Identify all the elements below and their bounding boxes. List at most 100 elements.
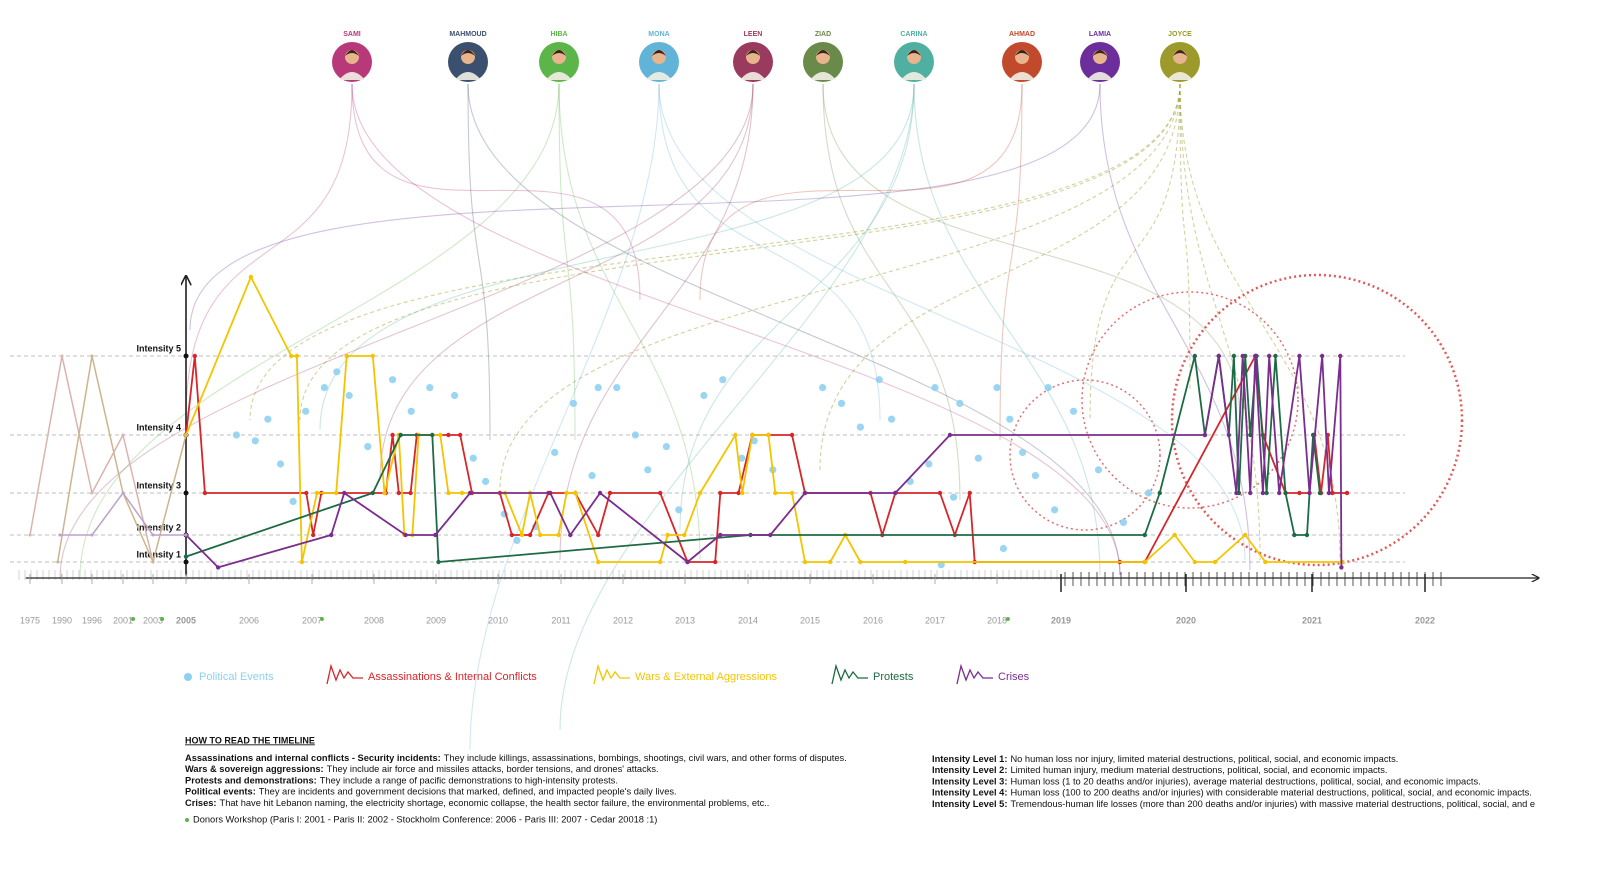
avatar-body — [1167, 72, 1193, 80]
avatar-hair — [652, 50, 666, 56]
story-curve — [469, 83, 660, 751]
series-point — [438, 432, 443, 438]
series-point — [183, 554, 189, 559]
series-point — [1248, 490, 1253, 496]
person-name: AHMAD — [1009, 31, 1035, 38]
axis-ruler — [1062, 572, 1442, 586]
story-curve — [499, 83, 1181, 491]
series-point — [1297, 490, 1302, 496]
series-point — [903, 559, 908, 565]
person-name: LEEN — [744, 31, 763, 38]
event-dot — [888, 415, 896, 423]
note-text: Tremendous-human life losses (more than … — [1010, 799, 1535, 809]
notes: HOW TO READ THE TIMELINE Assassinations … — [185, 735, 1535, 824]
avatar-body — [1009, 72, 1035, 80]
y-tick-label: Intensity 2 — [136, 522, 181, 532]
series-point — [433, 532, 438, 538]
x-tick-label: 2015 — [800, 615, 820, 625]
series-point — [184, 533, 188, 537]
person-name: HIBA — [550, 31, 567, 38]
avatar-body — [455, 72, 481, 80]
focus-circle — [1170, 273, 1464, 567]
event-dot — [389, 376, 397, 384]
note-text: They include a range of pacific demonstr… — [320, 776, 618, 786]
series-point — [90, 533, 94, 537]
event-dot — [1006, 415, 1014, 423]
series-point — [121, 433, 125, 437]
series-point — [1307, 490, 1312, 496]
event-dot — [469, 454, 477, 462]
person-name: ZIAD — [815, 31, 831, 38]
series-point — [1338, 353, 1343, 359]
legend-label: Wars & External Aggressions — [635, 671, 778, 683]
story-curve — [185, 83, 353, 421]
donor-marker — [319, 617, 324, 621]
avatar-hair — [1015, 50, 1029, 56]
series-point — [789, 432, 795, 438]
note-text: They are incidents and government decisi… — [259, 787, 677, 797]
series-point — [342, 490, 347, 496]
x-tick-label: 2019 — [1051, 615, 1071, 625]
series-point — [184, 433, 188, 437]
person-name: JOYCE — [1168, 31, 1192, 38]
series-point — [750, 432, 755, 438]
series-point — [740, 490, 745, 496]
series-point — [947, 432, 953, 438]
story-curve — [558, 83, 576, 441]
event-dot — [931, 384, 939, 392]
avatar-hair — [816, 50, 830, 56]
series-point — [568, 532, 573, 538]
person-name: LAMIA — [1089, 31, 1111, 38]
note-term: Political events: — [185, 787, 256, 797]
series-point — [1283, 490, 1288, 496]
series-point — [658, 559, 663, 565]
series-point — [304, 490, 309, 496]
person-name: MAHMOUD — [449, 31, 486, 38]
donor-marker — [160, 617, 165, 621]
avatar-body — [1087, 72, 1113, 80]
legend-swatch — [831, 663, 868, 685]
axis-ruler — [18, 570, 1060, 580]
series-point — [396, 490, 401, 496]
series-point — [1142, 559, 1147, 565]
story-curve — [351, 83, 641, 301]
note-text: Limited human injury, medium material de… — [1010, 766, 1387, 776]
note-line: Crises: That have hit Lebanon naming, the… — [185, 798, 769, 808]
event-dot — [333, 368, 341, 376]
story-curve — [1179, 83, 1261, 561]
note-line: Wars & sovereign aggressions: They includ… — [185, 765, 659, 775]
note-text: They include air force and missiles atta… — [327, 765, 659, 775]
series-point — [457, 432, 463, 438]
story-curve — [913, 83, 1101, 576]
series-point — [1216, 353, 1221, 359]
x-tick-label: 2012 — [613, 615, 633, 625]
series-point — [827, 559, 833, 565]
story-curve — [559, 83, 915, 731]
event-dot — [1144, 489, 1153, 497]
event-dot — [875, 376, 883, 384]
avatar-body — [339, 72, 365, 80]
legend-label: Protests — [873, 671, 914, 683]
series-point — [446, 490, 451, 496]
series-point — [1240, 353, 1245, 359]
series-point — [1297, 353, 1302, 359]
event-dot — [407, 407, 415, 415]
event-dot — [993, 384, 1001, 392]
series-line — [185, 355, 1321, 563]
series-point — [1326, 490, 1332, 496]
avatar-hair — [1093, 50, 1107, 56]
series-point — [768, 532, 773, 538]
series-point — [403, 532, 408, 538]
event-dot — [302, 407, 310, 415]
avatar-body — [646, 72, 672, 80]
event-dot — [738, 454, 746, 462]
series-point — [1330, 490, 1335, 496]
series-point — [1192, 559, 1198, 565]
series-point — [1234, 490, 1239, 496]
series-point — [527, 532, 533, 538]
series-point — [1260, 490, 1266, 496]
people: SAMI MAHMOUD HIBA MONA LEEN ZIAD CARINA AHMAD LA… — [332, 31, 1200, 82]
avatar-hair — [746, 50, 760, 56]
series-point — [1231, 353, 1237, 359]
